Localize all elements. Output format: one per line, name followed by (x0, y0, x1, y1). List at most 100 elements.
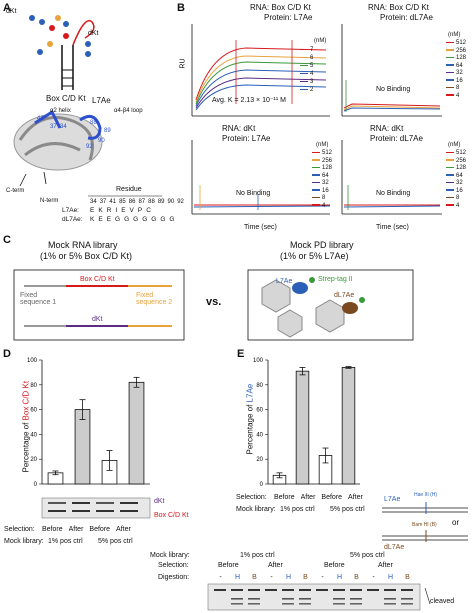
gel-band (214, 589, 226, 591)
legend-swatch (312, 159, 320, 161)
spr-plot-4-curves (343, 185, 441, 210)
spr-plot-2-axes (341, 24, 442, 117)
panel-e-ylabel: Percentage of L7Ae (246, 355, 255, 455)
structure-number-92: 92 (86, 144, 93, 150)
legend-swatch (446, 94, 454, 96)
legend-swatch (300, 72, 308, 75)
protein-structure (13, 109, 103, 187)
spr-xlabel-left: Time (sec) (244, 224, 277, 231)
bar (295, 370, 310, 485)
dl7ae-pd-label: dL7Ae (334, 292, 355, 299)
legend-entry: 2 (300, 86, 313, 94)
residue-number: 34 (90, 199, 97, 205)
legend-swatch (446, 174, 454, 176)
mock-rna-library-title: Mock RNA library (48, 240, 118, 250)
spr3-legend: 512 256 128 64 32 16 8 4 (312, 150, 332, 210)
legend-swatch (300, 48, 308, 51)
l7ae-residue: C (146, 207, 151, 214)
legend-label: 8 (322, 195, 326, 201)
gel-band (384, 589, 396, 591)
spr-plot-1-axes (191, 24, 330, 117)
legend-label: 256 (322, 157, 333, 164)
gel-band (401, 598, 413, 600)
spr4-protein-label: Protein: dL7Ae (370, 134, 423, 143)
mock-pd-library-title: Mock PD library (290, 240, 354, 250)
legend-entry: 512 (446, 150, 466, 158)
gel-band (282, 589, 294, 591)
fixed-sequence-2-label: Fixed sequence 2 (136, 292, 173, 306)
gel-band (299, 589, 311, 591)
legend-label: 16 (456, 187, 463, 194)
panel-e-ylabel-colored: L7Ae (245, 383, 255, 403)
gel-band (231, 598, 243, 600)
legend-swatch (446, 41, 454, 44)
gel-band (248, 589, 260, 591)
gel-band (299, 603, 311, 605)
spr3-protein-label: Protein: L7Ae (222, 134, 271, 143)
legend-label: 256 (456, 47, 467, 54)
gel-band (282, 598, 294, 600)
digestion-lane: B (405, 574, 410, 581)
gel-e-after-2: After (378, 562, 393, 569)
digestion-lane: B (303, 574, 308, 581)
selection-value: After (116, 526, 131, 533)
strep-tag-label: Strep-tag II (318, 276, 353, 283)
gel-band (282, 603, 294, 605)
mock-rna-constructs (24, 285, 172, 327)
legend-label: 64 (456, 172, 463, 179)
dl7ae-row-label: dL7Ae: (62, 216, 83, 223)
legend-swatch (446, 64, 454, 66)
legend-label: 512 (456, 150, 467, 156)
panel-d-mock-1pct: 1% pos ctrl (48, 538, 83, 545)
legend-swatch (312, 181, 320, 184)
dkt-construct-label: dKt (92, 316, 103, 323)
legend-entry: 512 (312, 150, 332, 158)
spr-plot-2-curves (343, 80, 441, 112)
panel-d-ylabel-prefix: Percentage of (21, 420, 31, 473)
gel-e (207, 583, 421, 611)
legend-entry: 64 (446, 173, 466, 181)
dl7ae-residue: K (90, 216, 95, 223)
spr4-legend: 512 256 128 64 32 16 8 4 (446, 150, 466, 210)
spr1-protein-label: Protein: L7Ae (264, 13, 313, 22)
legend-entry: 32 (312, 180, 332, 188)
l7ae-residue: K (98, 207, 103, 214)
spr1-legend: 7 6 5 4 3 2 (300, 46, 313, 94)
panel-e-selection-label: Selection: (236, 494, 267, 501)
panel-e-mock-label: Mock library: (236, 506, 276, 513)
legend-label: 4 (322, 202, 326, 209)
legend-swatch (300, 64, 308, 67)
map-or-label: or (452, 518, 460, 527)
gel-band (384, 598, 396, 600)
panel-c-label: C (3, 234, 11, 246)
legend-swatch (446, 181, 454, 184)
panel-d-selection-label: Selection: (4, 526, 35, 533)
legend-swatch (300, 88, 308, 91)
spr4-rna-label: RNA: dKt (370, 124, 404, 133)
residue-number: 92 (177, 199, 184, 205)
panel-e-label: E (237, 348, 245, 360)
residue-number: 90 (167, 199, 175, 205)
spr3-rna-label: RNA: dKt (222, 124, 256, 133)
legend-swatch (446, 196, 454, 199)
spr2-rna-label: RNA: Box C/D Kt (368, 3, 429, 12)
l7ae-row-label: L7Ae: (62, 207, 79, 214)
panel-a-label: A (3, 2, 11, 14)
structure-number-88: 88 (90, 120, 97, 126)
legend-label: 64 (456, 62, 463, 69)
structure-number-89: 89 (104, 128, 111, 134)
spr-plot-4-axes (341, 140, 442, 215)
digestion-lane: B (354, 574, 359, 581)
legend-entry: 256 (446, 48, 466, 56)
digestion-lane: - (321, 574, 324, 581)
legend-label: 5 (310, 63, 314, 69)
legend-label: 128 (322, 165, 333, 171)
box-cd-kt-construct-label: Box C/D Kt (80, 276, 115, 283)
selection-value: Before (321, 494, 343, 501)
spr2-annotation: No Binding (376, 86, 411, 93)
legend-entry: 256 (312, 158, 332, 166)
digestion-lane: B (252, 574, 257, 581)
legend-entry: 512 (446, 40, 466, 48)
